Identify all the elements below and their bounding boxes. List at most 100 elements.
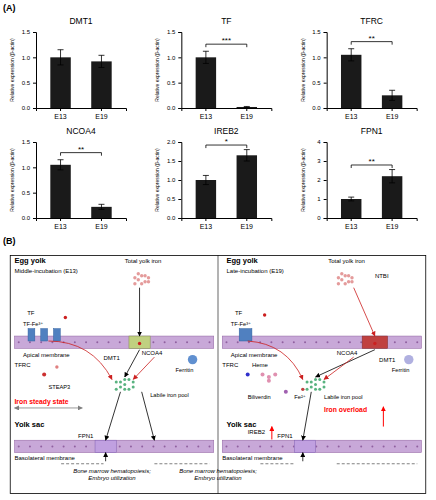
lipid-dot <box>74 445 76 447</box>
lipid-dot <box>394 341 396 343</box>
y-tick-label: 1.5 <box>312 29 321 35</box>
diagram-label: Basolateral membrane <box>222 455 283 461</box>
significance-label: ** <box>369 157 375 166</box>
y-tick-label: 1.0 <box>167 177 176 183</box>
arrow <box>139 288 140 336</box>
chart-title: FPN1 <box>361 126 383 136</box>
diagram-label: NTBI <box>375 273 389 279</box>
x-tick-label: E19 <box>386 113 399 120</box>
iron-dot <box>246 372 250 376</box>
lipid-dot <box>51 445 53 447</box>
y-tick: 2 <box>317 177 326 183</box>
bar <box>237 155 257 218</box>
y-tick: 1.0 <box>22 55 36 61</box>
lipid-dot <box>186 445 188 447</box>
y-axis: 01234 <box>317 139 327 221</box>
bar-panel: 0.00.51.01.52.0E13E19Relative expression… <box>154 126 272 230</box>
diagram-label: NCOA4 <box>142 350 163 356</box>
x-tick-mark <box>246 108 247 111</box>
bar <box>237 107 257 108</box>
lipid-dot <box>304 341 306 343</box>
x-axis-line <box>182 219 272 222</box>
diagram-label: Iron overload <box>324 406 367 413</box>
yolk-iron-dot <box>133 282 136 285</box>
x-tick-mark <box>101 108 102 111</box>
error-bar <box>389 90 395 100</box>
yolk-iron-dot <box>147 280 150 283</box>
y-axis-label: Relative expression (β-actin) <box>154 38 160 102</box>
significance-label: ** <box>369 34 375 43</box>
labile-iron-dot <box>115 388 118 391</box>
x-tick: E19 <box>386 108 399 120</box>
lipid-dot <box>18 445 20 447</box>
arrow <box>133 357 154 379</box>
x-tick-label: E13 <box>54 113 67 120</box>
lipid-dot <box>197 445 199 447</box>
lipid-dot <box>349 445 351 447</box>
x-tick-mark <box>351 108 352 111</box>
bar-panel: 0.00.51.01.5E13E19Relative expression (β… <box>154 16 272 120</box>
ferritin <box>188 355 197 364</box>
lipid-dot <box>29 341 31 343</box>
y-tick-mark <box>178 161 181 162</box>
x-tick-mark <box>101 218 102 221</box>
y-tick-mark <box>33 57 36 58</box>
lipid-dot <box>405 445 407 447</box>
y-tick-mark <box>33 32 36 33</box>
lipid-dot <box>152 341 154 343</box>
y-tick-label: 1 <box>317 196 321 202</box>
x-tick-label: E13 <box>54 223 67 230</box>
chart-title: IREB2 <box>214 126 239 136</box>
dmt1-channel <box>362 336 387 348</box>
diagram-label: Bone marrow hematopoiesis;Embryo utiliza… <box>179 468 257 481</box>
iron-dot <box>138 342 141 345</box>
y-tick-mark <box>178 142 181 143</box>
diagram-label: TFRC <box>222 362 239 368</box>
yolk-iron-dot <box>347 274 350 277</box>
y-tick-label: 0.5 <box>167 80 176 86</box>
labile-iron-dot <box>310 380 313 383</box>
lipid-dot <box>186 341 188 343</box>
lipid-dot <box>349 341 351 343</box>
labile-iron-dot <box>119 380 122 383</box>
dashed-line <box>61 463 103 464</box>
y-axis-line <box>324 143 328 219</box>
lipid-dot <box>152 445 154 447</box>
diagram-label: Middle-incubation (E13) <box>14 268 77 274</box>
bar-panel: 0.00.51.01.5E13E19Relative expression (β… <box>9 16 127 120</box>
arrow <box>14 407 82 408</box>
x-tick-label: E19 <box>95 113 108 120</box>
dashed-line <box>337 463 418 464</box>
y-axis-line <box>324 33 328 109</box>
y-tick-label: 1.5 <box>22 29 31 35</box>
diagram-label: STEAP3 <box>48 384 70 390</box>
error-bar <box>244 106 250 107</box>
lipid-dot <box>394 445 396 447</box>
yolk-iron-dot <box>137 272 140 275</box>
diagram-label: Total yolk iron <box>125 258 162 264</box>
iron-dot <box>42 372 46 376</box>
diagram-label: TF-Fe³⁺ <box>231 321 251 327</box>
yolk-iron-dot <box>340 278 343 281</box>
heme-dot <box>267 375 271 379</box>
y-tick-mark <box>324 161 327 162</box>
x-axis: E13E19 <box>327 218 417 230</box>
yolk-iron-dot <box>340 272 343 275</box>
bar-panel: 0.00.51.01.5E13E19Relative expression (β… <box>300 16 418 120</box>
x-axis-line <box>182 109 272 112</box>
y-axis-label: Relative expression (β-actin) <box>300 38 306 102</box>
yolk-iron-dot <box>147 276 150 279</box>
heme-dot <box>261 372 265 376</box>
iron-dot <box>64 316 67 319</box>
tf-receptor <box>53 329 60 341</box>
labile-iron-dot <box>119 385 122 388</box>
labile-iron-dot <box>306 380 309 383</box>
y-tick-label: 0.5 <box>167 196 176 202</box>
labile-iron-dot <box>323 380 326 383</box>
lipid-dot <box>360 341 362 343</box>
diagram-label: Yolk sac <box>14 420 44 429</box>
y-tick-label: 0.0 <box>22 215 31 221</box>
y-tick-mark <box>324 57 327 58</box>
y-tick-label: 3 <box>317 158 321 164</box>
y-tick: 0 <box>317 215 326 221</box>
